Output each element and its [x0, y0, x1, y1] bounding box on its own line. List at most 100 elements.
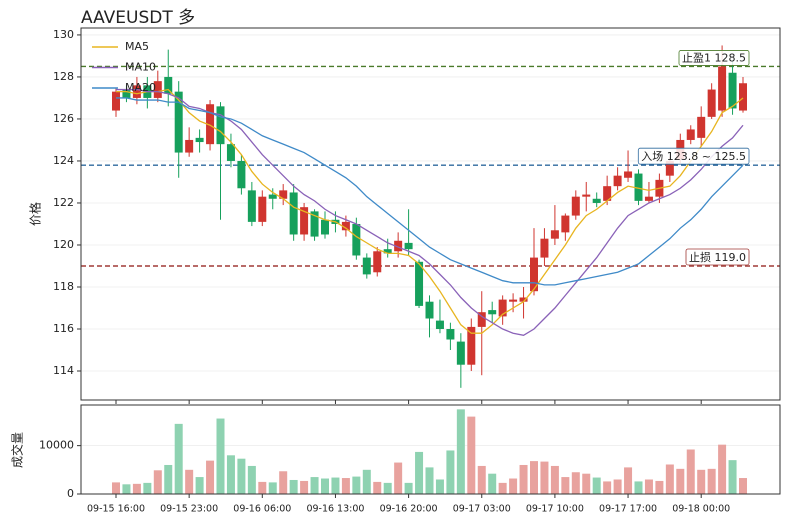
volume-bar	[321, 478, 329, 494]
candle-body	[624, 171, 633, 178]
volume-bar	[362, 469, 371, 494]
volume-bar	[655, 480, 664, 494]
candle-body	[644, 196, 653, 201]
volume-bar	[435, 479, 444, 494]
candle-body	[206, 104, 215, 145]
candle-body	[122, 89, 131, 98]
candle-body	[300, 207, 309, 235]
y-tick-label: 120	[53, 238, 74, 251]
ma-line	[116, 88, 744, 336]
volume-bar	[341, 478, 350, 494]
y-tick-label: 0	[67, 487, 74, 500]
candle-body	[310, 211, 319, 237]
candle-body	[383, 249, 392, 254]
candle-body	[592, 198, 601, 203]
level-label: 止损 119.0	[689, 250, 746, 264]
volume-bar	[153, 470, 162, 494]
candle-body	[467, 326, 476, 365]
volume-bar	[530, 461, 538, 494]
volume-bar	[582, 473, 591, 494]
ma-line	[116, 97, 744, 286]
level-label: 入场 123.8 ~ 125.5	[641, 149, 746, 163]
candle-body	[519, 297, 528, 302]
candle-body	[488, 310, 497, 315]
volume-bar	[122, 484, 131, 494]
candle-body	[258, 196, 267, 222]
legend-label: MA10	[125, 61, 156, 74]
x-tick-label: 09-16 13:00	[306, 504, 364, 515]
volume-bar	[728, 460, 737, 494]
candle-body	[279, 190, 288, 199]
y-tick-label: 128	[53, 70, 74, 83]
volume-bar	[571, 472, 580, 494]
volume-bar	[268, 482, 277, 494]
y-tick-label: 126	[53, 112, 74, 125]
volume-bar	[550, 465, 559, 494]
volume-bar	[112, 482, 120, 494]
candle-body	[373, 251, 382, 273]
candle-body	[540, 238, 549, 258]
candle-body	[153, 81, 162, 98]
volume-bar	[718, 444, 727, 494]
volume-bar	[634, 481, 643, 494]
volume-bar	[676, 468, 685, 494]
volume-bar	[404, 482, 413, 494]
candle-body	[394, 240, 403, 252]
volume-bar	[164, 464, 173, 494]
candle-body	[718, 66, 727, 111]
volume-bar	[195, 477, 204, 494]
candle-body	[613, 175, 622, 187]
volume-bar	[373, 481, 382, 494]
y-tick-label: 130	[53, 28, 74, 41]
y-tick-label: 114	[53, 364, 74, 377]
candle-body	[216, 106, 225, 145]
x-tick-label: 09-15 23:00	[160, 504, 218, 515]
candle-body	[665, 160, 674, 176]
candle-body	[132, 85, 141, 98]
candle-body	[498, 299, 507, 317]
candle-body	[425, 301, 434, 319]
candle-body	[404, 242, 413, 250]
y-axis-title: 价格	[28, 202, 43, 226]
candle-body	[321, 219, 329, 235]
candle-body	[707, 89, 716, 117]
volume-bar	[446, 450, 455, 494]
volume-bar	[498, 482, 507, 494]
candle-body	[341, 221, 350, 231]
candle-body	[550, 230, 559, 239]
candle-body	[634, 173, 643, 201]
volume-bar	[456, 409, 465, 494]
x-tick-label: 09-17 03:00	[453, 504, 511, 515]
candle-body	[728, 72, 737, 109]
x-tick-label: 09-16 06:00	[233, 504, 291, 515]
volume-bar	[132, 483, 141, 494]
candle-body	[112, 91, 120, 111]
y-tick-label: 118	[53, 280, 74, 293]
legend-label: MA20	[125, 81, 156, 94]
y-tick-label: 116	[53, 322, 74, 335]
volume-bar	[603, 481, 612, 494]
volume-bar	[665, 464, 674, 494]
candle-body	[164, 76, 173, 94]
volume-bar	[540, 461, 549, 494]
legend-label: MA5	[125, 40, 149, 53]
candle-body	[289, 192, 298, 235]
volume-bar	[697, 469, 706, 494]
volume-bar	[279, 471, 288, 494]
candle-body	[686, 129, 695, 140]
level-label-box	[678, 50, 750, 66]
volume-axis-title: 成交量	[10, 432, 25, 468]
volume-bar	[739, 478, 747, 494]
candle-body	[446, 329, 455, 340]
volume-bar	[467, 416, 476, 494]
volume-bar	[707, 468, 716, 494]
volume-bar	[592, 477, 601, 494]
volume-bar	[519, 464, 528, 494]
volume-bar	[206, 460, 215, 494]
candle-body	[247, 190, 256, 222]
volume-bar	[477, 465, 486, 494]
candle-body	[415, 261, 424, 306]
volume-bar	[216, 418, 225, 494]
volume-bar	[613, 479, 622, 494]
